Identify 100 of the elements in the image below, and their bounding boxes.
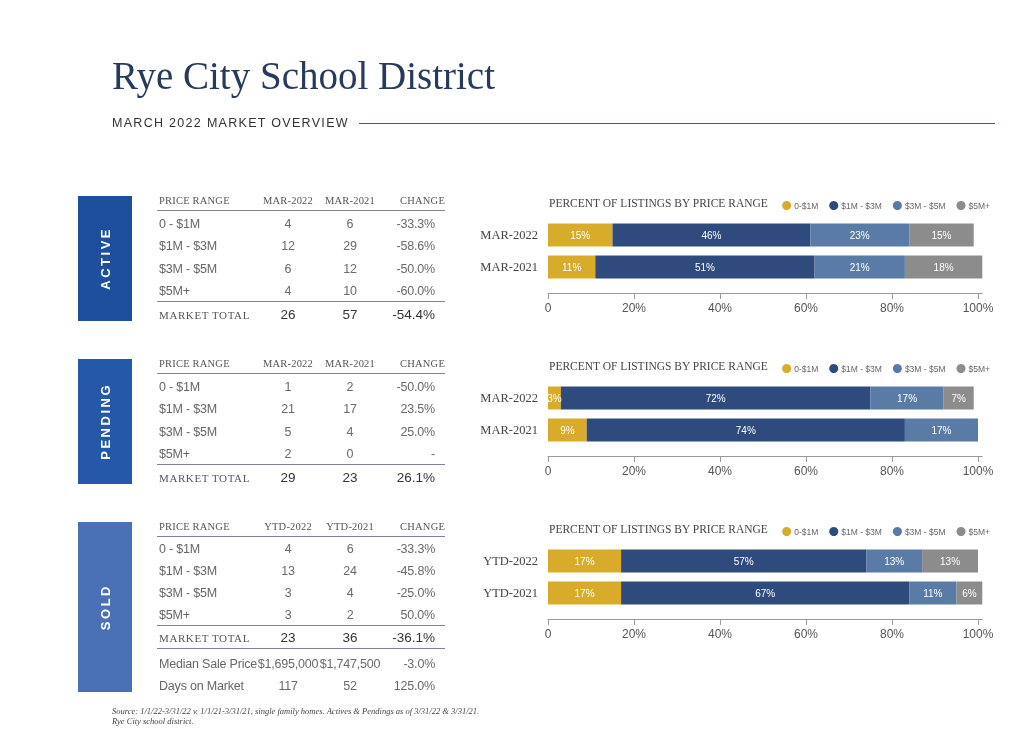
category-label: $5M+ bbox=[159, 447, 190, 462]
chart-title: PERCENT OF LISTINGS BY PRICE RANGE bbox=[549, 360, 768, 372]
data-label: 46% bbox=[701, 229, 722, 241]
x-tick-label: 100% bbox=[962, 627, 994, 641]
data-label: 52 bbox=[343, 679, 357, 693]
x-tick-label: 40% bbox=[707, 464, 733, 478]
bar bbox=[909, 581, 957, 605]
category-label: $1M - $3M bbox=[159, 239, 217, 254]
data-label: -50.0% bbox=[396, 379, 435, 394]
data-label: 23 bbox=[342, 469, 358, 485]
data-label: 57 bbox=[342, 306, 358, 322]
data-label: 1 bbox=[284, 379, 292, 394]
data-label: 15% bbox=[570, 229, 591, 241]
data-label: 18% bbox=[933, 261, 954, 273]
data-label: 23% bbox=[849, 229, 870, 241]
data-label: 13% bbox=[884, 555, 905, 567]
text: MAR-2022 bbox=[262, 357, 314, 369]
bar bbox=[560, 386, 871, 410]
data-label: -33.3% bbox=[396, 542, 436, 556]
data-label: 50.0% bbox=[400, 608, 436, 622]
text: CHANGE bbox=[400, 357, 445, 369]
data-label: -36.1% bbox=[392, 630, 436, 645]
x-tick-label: 60% bbox=[793, 627, 819, 641]
data-label: 117 bbox=[278, 679, 298, 693]
text: CHANGE bbox=[400, 520, 446, 532]
data-label: 57% bbox=[733, 555, 754, 567]
data-label: 6 bbox=[284, 261, 292, 276]
data-label: 11% bbox=[562, 261, 582, 273]
x-tick-label: 0 bbox=[544, 464, 552, 478]
data-label: 26 bbox=[280, 306, 296, 322]
data-label: $1,695,000 bbox=[257, 657, 319, 671]
category-label: 0 - $1M bbox=[159, 379, 200, 394]
bar bbox=[548, 581, 622, 605]
data-label: 29 bbox=[343, 239, 357, 254]
x-tick-label: 100% bbox=[962, 464, 994, 478]
text: CHANGE bbox=[400, 194, 445, 206]
y-tick-label: MAR-2022 bbox=[480, 228, 538, 242]
bar bbox=[870, 386, 944, 410]
category-label: MARKET TOTAL bbox=[159, 308, 250, 321]
data-label: 21% bbox=[849, 261, 870, 273]
x-tick-label: 0 bbox=[544, 301, 552, 315]
category-label: Median Sale Price bbox=[159, 657, 258, 671]
y-tick-label: MAR-2021 bbox=[480, 423, 538, 437]
data-label: 13 bbox=[281, 564, 295, 578]
category-label: $5M+ bbox=[159, 284, 190, 299]
data-label: 0 bbox=[346, 447, 354, 462]
data-label: 24 bbox=[343, 564, 357, 578]
data-label: 2 bbox=[284, 447, 292, 462]
y-tick-label: YTD-2021 bbox=[483, 586, 538, 600]
data-label: 125.0% bbox=[393, 679, 436, 693]
chart-title: PERCENT OF LISTINGS BY PRICE RANGE bbox=[549, 523, 768, 535]
data-label: 36 bbox=[342, 630, 358, 645]
legend-label: 0-$1M bbox=[794, 200, 819, 211]
bar bbox=[904, 418, 978, 442]
text: Rye City School District bbox=[112, 53, 496, 100]
x-tick-label: 40% bbox=[707, 301, 733, 315]
data-label: 15% bbox=[931, 229, 952, 241]
legend-label: $3M - $5M bbox=[904, 363, 946, 374]
x-tick-label: 80% bbox=[879, 627, 905, 641]
category-label: Days on Market bbox=[159, 679, 244, 693]
text: MARCH 2022 MARKET OVERVIEW bbox=[112, 116, 349, 130]
data-label: 6 bbox=[346, 542, 354, 556]
data-label: 67% bbox=[755, 587, 776, 599]
data-label: 12 bbox=[281, 239, 295, 254]
category-label: $5M+ bbox=[159, 608, 190, 622]
x-tick-label: 60% bbox=[793, 301, 819, 315]
chart-title: PERCENT OF LISTINGS BY PRICE RANGE bbox=[549, 197, 768, 209]
data-label: -33.3% bbox=[396, 216, 435, 231]
legend-label: $3M - $5M bbox=[904, 200, 946, 211]
data-label: 23.5% bbox=[400, 402, 435, 417]
category-label: $1M - $3M bbox=[159, 402, 217, 417]
data-label: 4 bbox=[346, 586, 354, 600]
data-label: -54.4% bbox=[392, 306, 435, 322]
data-label: 4 bbox=[284, 284, 292, 299]
data-label: 72% bbox=[705, 392, 726, 404]
x-tick-label: 20% bbox=[621, 464, 647, 478]
y-tick-label: MAR-2022 bbox=[480, 391, 538, 405]
data-label: 12 bbox=[343, 261, 357, 276]
category-label: $1M - $3M bbox=[159, 564, 217, 578]
legend-label: $5M+ bbox=[968, 200, 991, 211]
category-label: 0 - $1M bbox=[159, 216, 200, 231]
legend-label: 0-$1M bbox=[794, 526, 819, 537]
text: PRICE RANGE bbox=[159, 194, 230, 206]
data-label: $1,747,500 bbox=[319, 657, 381, 671]
data-label: 17% bbox=[931, 424, 952, 436]
category-label: 0 - $1M bbox=[159, 542, 200, 556]
data-label: 2 bbox=[346, 608, 354, 622]
x-tick-label: 60% bbox=[793, 464, 819, 478]
legend-label: $5M+ bbox=[968, 363, 991, 374]
data-label: 23 bbox=[280, 630, 296, 645]
data-label: 6% bbox=[962, 587, 977, 599]
data-label: 3 bbox=[284, 608, 292, 622]
data-label: -58.6% bbox=[396, 239, 435, 254]
data-label: -60.0% bbox=[396, 284, 435, 299]
source-note: Source: 1/1/22-3/31/22 v. 1/1/21-3/31/21, single family homes. Actives & Pendings as of 3/31/22 & 3/31/21. Rye City school district. bbox=[112, 706, 480, 726]
bar bbox=[904, 255, 983, 279]
text: PRICE RANGE bbox=[159, 520, 230, 532]
legend-label: $1M - $3M bbox=[841, 200, 882, 211]
text: MAR-2022 bbox=[262, 194, 314, 206]
x-tick-label: 40% bbox=[707, 627, 733, 641]
